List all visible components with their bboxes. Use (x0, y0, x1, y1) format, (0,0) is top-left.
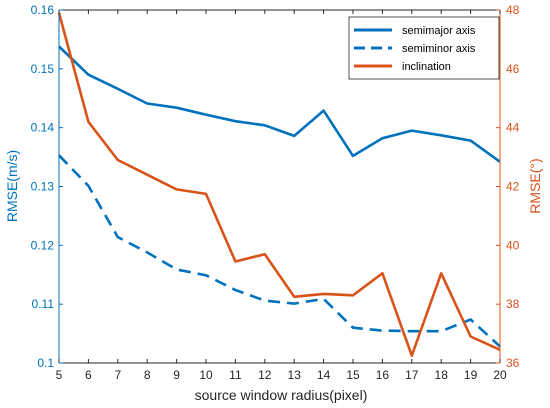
x-tick-label: 17 (405, 368, 419, 382)
x-tick-label: 18 (435, 368, 449, 382)
legend: semimajor axis semiminor axis inclinatio… (348, 16, 500, 80)
left-y-tick-label: 0.13 (31, 180, 55, 194)
x-tick-label: 6 (85, 368, 92, 382)
left-y-tick-label: 0.12 (31, 238, 55, 252)
x-tick-label: 13 (288, 368, 302, 382)
x-tick-label: 15 (346, 368, 360, 382)
right-y-tick-label: 46 (506, 62, 520, 76)
right-y-tick-label: 40 (506, 238, 520, 252)
x-tick-label: 16 (376, 368, 390, 382)
left-y-tick-label: 0.16 (31, 3, 55, 17)
right-y-tick-label: 36 (506, 356, 520, 370)
right-y-tick-label: 42 (506, 180, 520, 194)
right-y-tick-label: 44 (506, 121, 520, 135)
x-tick-label: 10 (199, 368, 213, 382)
left-y-tick-label: 0.15 (31, 62, 55, 76)
x-tick-label: 14 (317, 368, 331, 382)
legend-label-semiminor: semiminor axis (402, 43, 476, 55)
x-tick-label: 9 (173, 368, 180, 382)
x-tick-label: 12 (258, 368, 272, 382)
series-line-semiminor-axis (58, 154, 501, 348)
left-y-axis-label: RMSE(m/s) (4, 150, 20, 222)
x-tick-label: 5 (56, 368, 63, 382)
right-y-axis-label: RMSE(°) (527, 158, 543, 213)
series-layer (57, 12, 501, 357)
x-tick-label: 7 (114, 368, 121, 382)
left-y-tick-label: 0.1 (37, 356, 54, 370)
series-line-semimajor-axis (58, 45, 501, 163)
left-y-tick-label: 0.14 (31, 121, 55, 135)
series-line-inclination (57, 12, 501, 357)
right-y-tick-label: 48 (506, 3, 520, 17)
legend-label-inclination: inclination (402, 61, 451, 73)
x-tick-label: 8 (144, 368, 151, 382)
x-tick-label: 20 (493, 368, 507, 382)
axis-layer: 5 6 7 8 9 10 11 12 13 14 15 16 17 18 19 20 0.1 0.11 0.12 0.… (31, 3, 520, 382)
right-y-tick-label: 38 (506, 297, 520, 311)
x-tick-label: 19 (464, 368, 478, 382)
legend-label-semimajor: semimajor axis (402, 25, 476, 37)
x-tick-label: 11 (229, 368, 242, 382)
left-y-tick-label: 0.11 (32, 297, 55, 311)
x-axis-label: source window radius(pixel) (195, 387, 368, 403)
